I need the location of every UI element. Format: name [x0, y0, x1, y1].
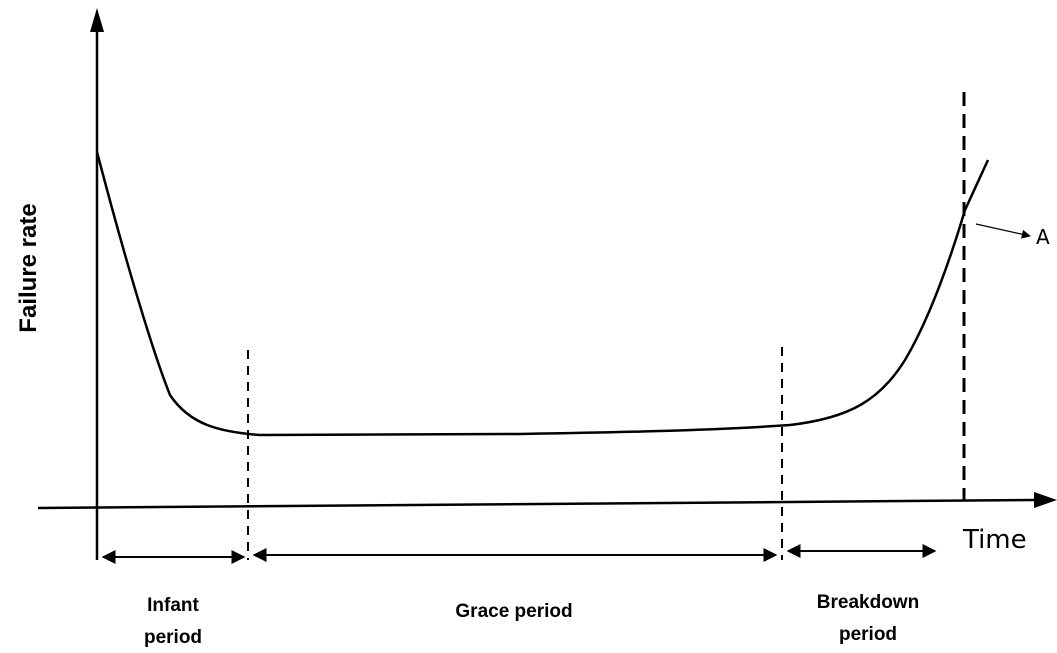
grace-period-label: Grace period	[455, 601, 572, 622]
marker-a-label: A	[1036, 225, 1050, 249]
marker-a-pointer	[975, 223, 1031, 239]
x-axis-label: Time	[962, 525, 1027, 555]
y-axis-label: Failure rate	[15, 203, 42, 332]
x-axis	[37, 498, 1037, 510]
infant-period-label-line1: Infant	[147, 595, 199, 616]
x-axis-arrowhead	[1034, 492, 1057, 508]
breakdown-period-label-line2: period	[839, 624, 897, 645]
breakdown-period-label-line1: Breakdown	[817, 592, 919, 613]
failure-rate-curve	[95, 151, 990, 437]
y-axis-arrowhead	[90, 8, 104, 32]
infant-period-label-line2: period	[144, 627, 202, 648]
